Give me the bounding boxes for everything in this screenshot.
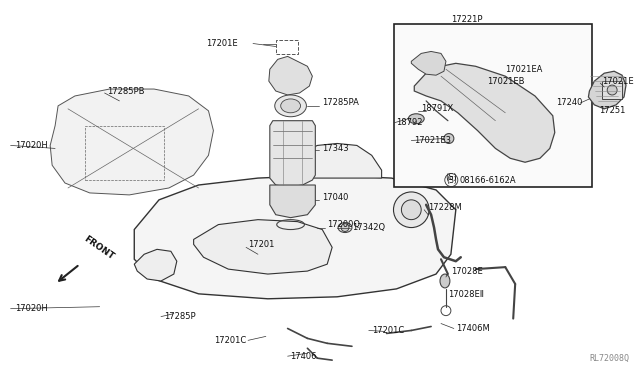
- Text: 17021EB: 17021EB: [488, 77, 525, 86]
- Text: 17201C: 17201C: [214, 336, 246, 345]
- Text: 17021E3: 17021E3: [414, 136, 451, 145]
- Text: 17240: 17240: [556, 98, 582, 108]
- Text: 17251: 17251: [599, 106, 626, 115]
- Polygon shape: [588, 71, 626, 109]
- Text: 17406M: 17406M: [456, 324, 490, 333]
- Polygon shape: [278, 144, 381, 178]
- Text: (S): (S): [446, 176, 457, 185]
- Text: 17040: 17040: [323, 193, 349, 202]
- Text: 17200Q: 17200Q: [327, 220, 360, 229]
- Ellipse shape: [281, 99, 301, 113]
- Text: 17221P: 17221P: [451, 15, 483, 24]
- Polygon shape: [134, 175, 456, 299]
- Polygon shape: [194, 219, 332, 274]
- Text: 17201C: 17201C: [372, 326, 404, 335]
- Polygon shape: [134, 249, 177, 281]
- Polygon shape: [412, 51, 446, 75]
- Text: 17028E: 17028E: [451, 267, 483, 276]
- Circle shape: [401, 200, 421, 219]
- Circle shape: [607, 85, 617, 95]
- Polygon shape: [269, 57, 312, 95]
- Text: 17285P: 17285P: [164, 312, 196, 321]
- Polygon shape: [414, 63, 555, 162]
- Bar: [602, 81, 622, 99]
- Circle shape: [394, 192, 429, 228]
- Text: 17285PB: 17285PB: [108, 87, 145, 96]
- Text: 17028EⅡ: 17028EⅡ: [448, 290, 484, 299]
- Bar: [84, 126, 164, 180]
- Ellipse shape: [275, 95, 307, 117]
- Text: 17201E: 17201E: [207, 39, 238, 48]
- Text: 17228M: 17228M: [428, 203, 462, 212]
- Text: 17021EA: 17021EA: [506, 65, 543, 74]
- Text: 17021E: 17021E: [602, 77, 634, 86]
- Polygon shape: [270, 121, 316, 187]
- Text: 18792: 18792: [396, 118, 423, 127]
- Ellipse shape: [408, 114, 424, 124]
- Bar: [394, 24, 593, 187]
- Text: 18791X: 18791X: [421, 104, 454, 113]
- Bar: [276, 39, 298, 54]
- Text: 17020H: 17020H: [15, 304, 48, 313]
- Text: 17343: 17343: [323, 144, 349, 153]
- Text: 17342Q: 17342Q: [352, 223, 385, 232]
- Text: 17285PA: 17285PA: [323, 98, 359, 108]
- Text: (S): (S): [445, 173, 457, 182]
- Ellipse shape: [440, 274, 450, 288]
- Polygon shape: [270, 185, 316, 218]
- Polygon shape: [50, 89, 213, 195]
- Circle shape: [341, 224, 349, 231]
- Text: 17406: 17406: [290, 352, 316, 361]
- Circle shape: [444, 134, 454, 144]
- Text: 17201: 17201: [248, 240, 275, 249]
- Text: RL72008Q: RL72008Q: [589, 354, 629, 363]
- Text: FRONT: FRONT: [82, 234, 115, 261]
- Text: 17020H: 17020H: [15, 141, 48, 150]
- Text: 08166-6162A: 08166-6162A: [460, 176, 516, 185]
